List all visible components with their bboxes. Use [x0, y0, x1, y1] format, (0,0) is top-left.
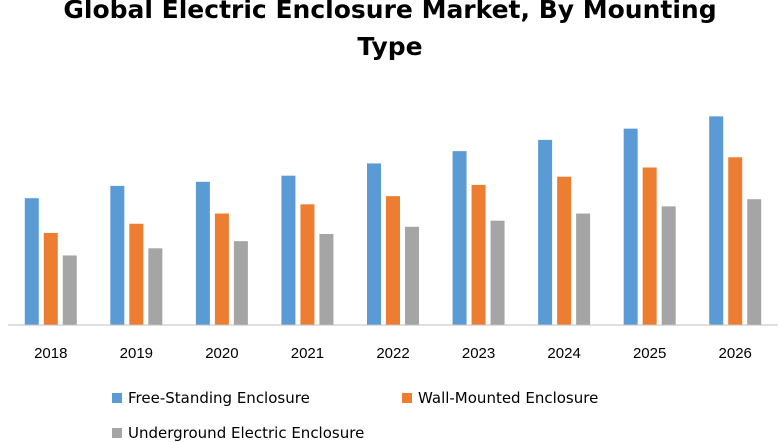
bar-2024-series-0 — [538, 139, 553, 325]
bar-2020-series-2 — [233, 241, 248, 325]
bar-2023-series-1 — [471, 184, 486, 325]
bar-2018-series-2 — [62, 255, 77, 325]
bar-2021-series-0 — [281, 175, 296, 325]
bar-2021-series-1 — [300, 204, 315, 325]
legend-label: Free-Standing Enclosure — [128, 389, 310, 407]
chart-title-line-1: Global Electric Enclosure Market, By Mou… — [63, 0, 717, 24]
bar-2022-series-2 — [405, 226, 419, 325]
bar-2026-series-0 — [709, 116, 724, 325]
chart-title: Global Electric Enclosure Market, By Mou… — [0, 0, 780, 65]
bar-2020-series-0 — [195, 181, 210, 325]
bar-2025-series-2 — [661, 206, 676, 325]
legend-item: Free-Standing Enclosure — [112, 389, 310, 407]
x-tick-label: 2025 — [633, 345, 666, 362]
x-tick-label: 2020 — [205, 345, 238, 362]
x-tick-label: 2022 — [376, 345, 409, 362]
bar-2025-series-1 — [642, 167, 657, 325]
bar-2019-series-2 — [148, 248, 163, 325]
legend-item: Wall-Mounted Enclosure — [402, 389, 598, 407]
bar-2021-series-2 — [319, 233, 334, 325]
bar-2019-series-1 — [129, 223, 144, 325]
x-tick-label: 2023 — [462, 345, 495, 362]
x-tick-label: 2024 — [547, 345, 580, 362]
x-tick-label: 2018 — [34, 345, 67, 362]
legend-label: Wall-Mounted Enclosure — [418, 389, 599, 407]
legend-swatch — [112, 393, 122, 403]
bar-2026-series-1 — [728, 157, 743, 325]
bar-2026-series-2 — [747, 199, 762, 325]
bar-2023-series-2 — [490, 220, 505, 325]
x-tick-label: 2019 — [120, 345, 153, 362]
bar-2024-series-2 — [576, 213, 591, 325]
x-tick-label: 2026 — [719, 345, 752, 362]
chart-title-line-2: Type — [357, 32, 423, 61]
x-tick-label: 2021 — [291, 345, 324, 362]
bar-2025-series-0 — [623, 128, 638, 325]
legend-swatch — [402, 393, 412, 403]
bar-2024-series-1 — [557, 176, 572, 325]
bar-2018-series-0 — [24, 198, 39, 325]
bar-2023-series-0 — [452, 151, 467, 325]
bar-2020-series-1 — [214, 213, 229, 325]
bar-2019-series-0 — [110, 185, 125, 325]
legend-label: Underground Electric Enclosure — [128, 424, 365, 442]
legend-swatch — [112, 428, 122, 438]
bar-2022-series-0 — [367, 163, 381, 325]
legend: Free-Standing Enclosure Wall-Mounted Encl… — [0, 384, 780, 442]
legend-item: Underground Electric Enclosure — [112, 424, 364, 442]
bar-2022-series-1 — [386, 196, 400, 325]
bar-2018-series-1 — [43, 232, 58, 325]
